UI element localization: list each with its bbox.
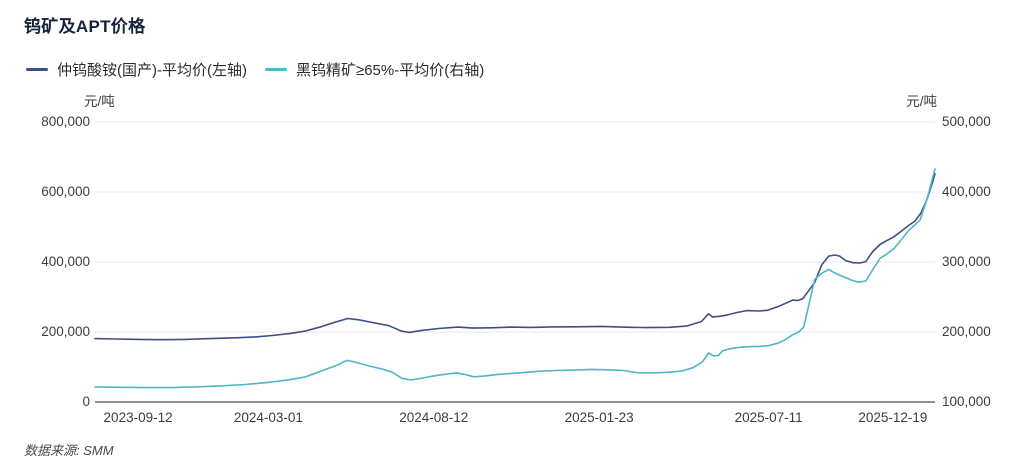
- chart-title: 钨矿及APT价格: [24, 17, 146, 36]
- x-axis-tick-label: 2025-07-11: [734, 410, 803, 425]
- series-line-concentrate: [94, 168, 936, 389]
- left-axis-tick-label: 600,000: [41, 184, 90, 199]
- legend-item-concentrate[interactable]: 黑钨精矿≥65%-平均价(右轴): [264, 59, 485, 80]
- x-axis-tick-label: 2025-01-23: [564, 410, 634, 425]
- right-axis-tick-label: 100,000: [942, 394, 991, 409]
- x-axis-tick-label: 2024-08-12: [399, 410, 469, 425]
- right-axis-tick-label: 500,000: [942, 114, 991, 129]
- x-axis-tick-label: 2025-12-19: [858, 410, 928, 425]
- legend-label-concentrate: 黑钨精矿≥65%-平均价(右轴): [295, 62, 485, 79]
- x-axis-tick-label: 2023-09-12: [103, 410, 173, 425]
- series-line-apt: [94, 173, 936, 341]
- legend-label-apt: 仲钨酸铵(国产)-平均价(左轴): [57, 62, 247, 79]
- legend-line-swatch-concentrate: [264, 67, 287, 72]
- left-axis-tick-label: 200,000: [41, 324, 90, 339]
- data-source: 数据来源: SMM: [24, 443, 114, 458]
- right-axis-tick-label: 300,000: [942, 254, 991, 269]
- left-axis-unit: 元/吨: [84, 94, 115, 109]
- left-axis-tick-label: 400,000: [41, 254, 90, 269]
- left-axis-tick-label: 0: [82, 394, 90, 409]
- legend-item-apt[interactable]: 仲钨酸铵(国产)-平均价(左轴): [26, 59, 247, 80]
- left-axis-tick-label: 800,000: [41, 114, 90, 129]
- right-axis-tick-label: 200,000: [942, 324, 991, 339]
- right-axis-tick-label: 400,000: [942, 184, 991, 199]
- x-axis-tick-label: 2024-03-01: [233, 410, 303, 425]
- right-axis-unit: 元/吨: [906, 94, 937, 109]
- legend: 仲钨酸铵(国产)-平均价(左轴) 黑钨精矿≥65%-平均价(右轴): [26, 59, 484, 80]
- legend-line-swatch-apt: [26, 67, 48, 72]
